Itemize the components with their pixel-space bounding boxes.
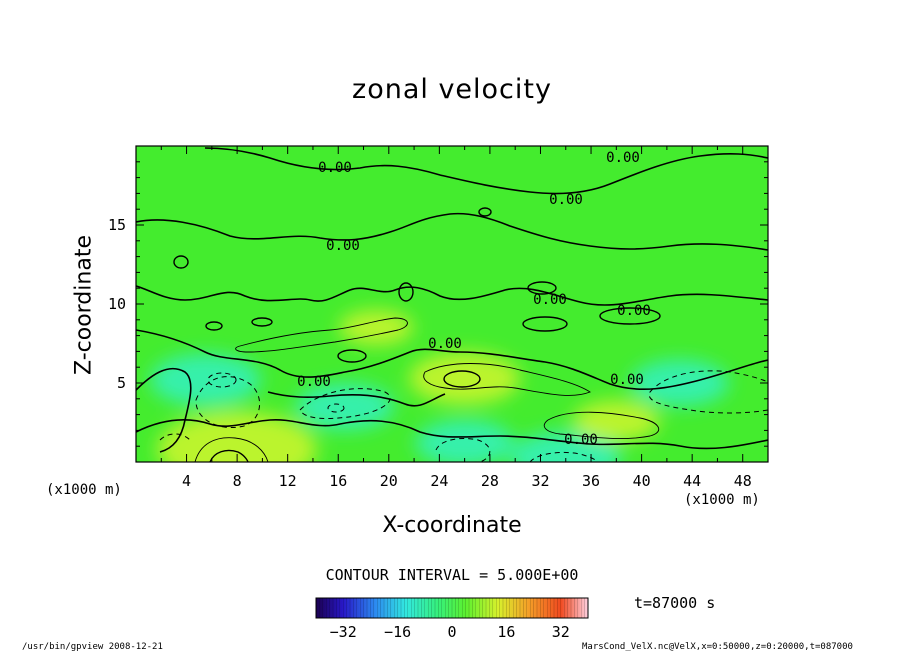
- contour-island: [337, 349, 367, 363]
- positive-contour: [235, 317, 408, 353]
- x-unit-right: (x1000 m): [684, 492, 760, 508]
- contour-island: [522, 316, 568, 332]
- negative-contour: [648, 370, 768, 414]
- negative-contour: [435, 437, 491, 462]
- contour-island: [398, 282, 414, 302]
- negative-contour: [299, 388, 391, 419]
- contour-island: [205, 321, 223, 331]
- colorbar-tick-label: 32: [552, 623, 570, 641]
- zero-contour-band2: [267, 391, 446, 407]
- zero-contour-mid: [136, 285, 768, 306]
- zero-contour-lower: [136, 329, 768, 391]
- contour-lines: [136, 147, 768, 462]
- footer-right: MarsCond_VelX.nc@VelX,x=0:50000,z=0:2000…: [582, 642, 853, 652]
- y-tick-label: 5: [117, 374, 126, 392]
- colorbar-gradient: [315, 597, 589, 619]
- colorbar-tick-label: 0: [447, 623, 456, 641]
- x-tick-label: 16: [329, 472, 347, 490]
- x-tick-label: 40: [633, 472, 651, 490]
- zero-contour-bottom: [136, 419, 768, 450]
- contour-island: [478, 207, 492, 217]
- contour-label: 0.00: [564, 432, 598, 448]
- contour-label: 0.00: [617, 303, 651, 319]
- field-shading: [136, 146, 768, 462]
- x-tick-label: 12: [279, 472, 297, 490]
- field-blob: [415, 419, 515, 462]
- positive-contour: [423, 363, 591, 396]
- zero-contour-top: [204, 147, 768, 195]
- x-unit-left: (x1000 m): [46, 482, 122, 498]
- contour-label: 0.00: [533, 292, 567, 308]
- x-tick-label: 36: [582, 472, 600, 490]
- x-tick-label: 28: [481, 472, 499, 490]
- contour-label: 0.00: [428, 336, 462, 352]
- contour-label: 0.00: [549, 192, 583, 208]
- positive-contour: [194, 437, 269, 462]
- chart-title: zonal velocity: [352, 74, 552, 105]
- field-blob: [573, 400, 660, 442]
- contour-label: 0.00: [326, 238, 360, 254]
- x-tick-label: 8: [233, 472, 242, 490]
- contour-label: 0.00: [318, 160, 352, 176]
- field-blob: [150, 353, 261, 407]
- zero-contour-upper: [136, 212, 768, 251]
- positive-contour: [543, 411, 660, 440]
- colorbar-stripes: [319, 598, 585, 618]
- x-tick-group: 4 8 12 16 20 24 28 32 36 40 44 48: [160, 146, 752, 490]
- colorbar-tick-label: 16: [497, 623, 515, 641]
- contour-interval-text: CONTOUR INTERVAL = 5.000E+00: [325, 566, 579, 584]
- field-blob: [338, 310, 414, 346]
- contour-island: [527, 281, 557, 295]
- field-blob: [157, 411, 317, 462]
- contour-label: 0.00: [297, 374, 331, 390]
- x-axis-label: X-coordinate: [382, 513, 522, 538]
- x-tick-label: 48: [734, 472, 752, 490]
- negative-contour: [529, 451, 599, 462]
- contour-island: [173, 255, 189, 269]
- x-tick-label: 24: [430, 472, 448, 490]
- colorbar-tick-label: −16: [384, 623, 411, 641]
- contour-island: [251, 317, 273, 327]
- positive-contour: [209, 449, 249, 462]
- zero-contour-band: [136, 367, 192, 453]
- colorbar-ticks: −32 −16 0 16 32: [330, 623, 570, 641]
- y-tick-group: 5 10 15: [108, 161, 768, 447]
- contour-label: 0.00: [610, 372, 644, 388]
- x-tick-label: 20: [380, 472, 398, 490]
- x-tick-label: 32: [531, 472, 549, 490]
- colorbar-tick-label: −32: [330, 623, 357, 641]
- negative-contour: [159, 433, 191, 441]
- field-background: [136, 146, 768, 462]
- negative-contour: [195, 376, 260, 428]
- contour-island: [599, 307, 661, 325]
- y-tick-label: 10: [108, 295, 126, 313]
- contour-label-group: 0.00 0.00 0.00 0.00 0.00 0.00 0.00 0.00 0.00 0.00: [297, 150, 651, 448]
- contour-label: 0.00: [606, 150, 640, 166]
- x-tick-label: 4: [182, 472, 191, 490]
- negative-contour: [207, 372, 237, 388]
- y-tick-label: 15: [108, 216, 126, 234]
- positive-contour: [443, 370, 481, 388]
- x-tick-label: 44: [683, 472, 701, 490]
- time-label: t=87000 s: [634, 594, 716, 612]
- footer-left: /usr/bin/gpview 2008-12-21: [22, 642, 163, 652]
- negative-contour: [327, 403, 345, 413]
- field-blob: [630, 359, 729, 407]
